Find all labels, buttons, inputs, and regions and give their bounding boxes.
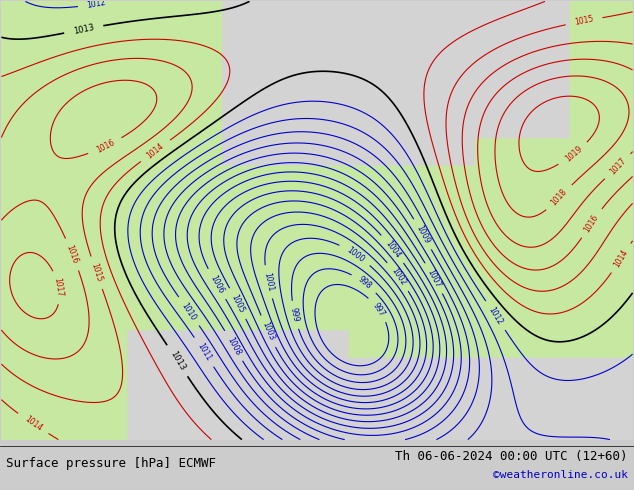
Text: 1011: 1011 [195, 342, 213, 363]
Text: 1017: 1017 [608, 156, 628, 176]
Text: 1016: 1016 [583, 213, 600, 234]
Text: 1017: 1017 [53, 277, 64, 297]
Text: 1015: 1015 [89, 262, 104, 283]
Text: 1001: 1001 [262, 271, 275, 292]
Text: 1008: 1008 [225, 335, 242, 356]
Text: 997: 997 [371, 301, 386, 318]
Text: 999: 999 [289, 307, 301, 323]
Text: 1012: 1012 [86, 0, 107, 10]
Text: Th 06-06-2024 00:00 UTC (12+60): Th 06-06-2024 00:00 UTC (12+60) [395, 450, 628, 463]
Text: 1002: 1002 [389, 266, 408, 287]
Text: 1016: 1016 [94, 138, 116, 155]
Text: 1005: 1005 [230, 293, 246, 314]
Text: Surface pressure [hPa] ECMWF: Surface pressure [hPa] ECMWF [6, 457, 216, 470]
Text: 1012: 1012 [487, 305, 504, 326]
Text: 1006: 1006 [208, 273, 225, 295]
Text: 1000: 1000 [345, 245, 366, 264]
Text: 1013: 1013 [168, 349, 186, 372]
Text: ©weatheronline.co.uk: ©weatheronline.co.uk [493, 470, 628, 480]
Text: 1019: 1019 [563, 145, 584, 164]
Text: 1016: 1016 [65, 244, 80, 265]
Text: 1009: 1009 [414, 223, 431, 245]
Text: 1007: 1007 [425, 268, 443, 289]
Text: 1018: 1018 [550, 188, 569, 208]
Text: 1015: 1015 [574, 15, 595, 27]
Text: 1004: 1004 [384, 239, 402, 259]
Text: 998: 998 [356, 275, 373, 291]
Text: 1014: 1014 [23, 415, 44, 433]
Text: 1014: 1014 [612, 247, 630, 269]
Text: 1014: 1014 [145, 141, 166, 160]
Text: 1013: 1013 [72, 23, 95, 36]
Text: 1003: 1003 [260, 321, 276, 342]
Text: 1010: 1010 [180, 301, 198, 322]
